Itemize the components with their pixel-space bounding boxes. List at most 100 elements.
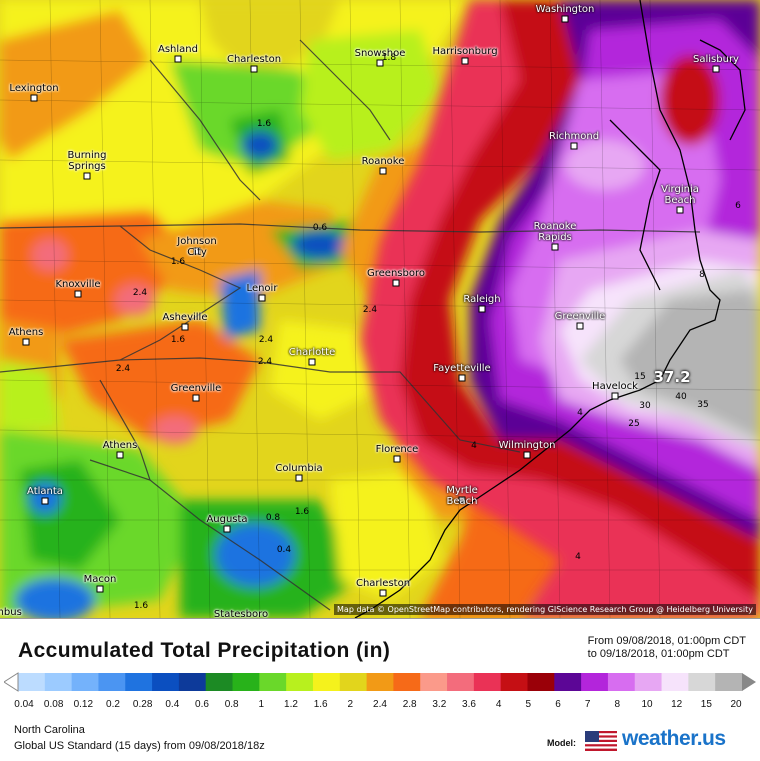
scale-swatch bbox=[473, 673, 502, 691]
city-label: Knoxville bbox=[55, 279, 101, 290]
city-marker bbox=[379, 589, 387, 597]
map-title: Accumulated Total Precipitation (in) bbox=[18, 639, 391, 662]
scale-swatch bbox=[366, 673, 394, 691]
city-label: Roanoke bbox=[361, 156, 405, 167]
scale-swatch bbox=[688, 673, 716, 691]
city-label: Lexington bbox=[9, 83, 59, 94]
scale-tick-label: 3.6 bbox=[462, 699, 476, 710]
city-label: Raleigh bbox=[463, 294, 501, 305]
city-label: Columbia bbox=[275, 463, 323, 474]
scale-tick-label: 15 bbox=[700, 699, 712, 710]
contour-value-label: 1.6 bbox=[170, 335, 186, 345]
city-marker bbox=[376, 59, 384, 67]
city-label: Charlotte bbox=[288, 347, 336, 358]
scale-swatch bbox=[71, 673, 99, 691]
period-to: to 09/18/2018, 01:00pm CDT bbox=[587, 648, 730, 660]
scale-tick-label: 1.2 bbox=[284, 699, 298, 710]
city-marker bbox=[308, 358, 316, 366]
city-marker bbox=[570, 142, 578, 150]
scale-swatch bbox=[447, 673, 475, 691]
contour-value-label: 2.4 bbox=[257, 357, 273, 367]
scale-tick-label: 0.08 bbox=[43, 699, 64, 710]
scale-swatch bbox=[125, 673, 153, 691]
scale-tick-label: 0.6 bbox=[195, 699, 209, 710]
contour-value-label: 2.4 bbox=[362, 305, 378, 315]
city-label: Burning Springs bbox=[67, 150, 107, 172]
precipitation-map[interactable]: Washington Ashland Charleston Snowshoe Harri… bbox=[0, 0, 760, 618]
city-marker bbox=[379, 167, 387, 175]
scale-swatch bbox=[581, 673, 609, 691]
city-marker bbox=[193, 247, 201, 255]
city-label: Charleston bbox=[226, 54, 282, 65]
city-label: Lenoir bbox=[246, 283, 278, 294]
city-label: Fayetteville bbox=[433, 363, 491, 374]
map-attribution: Map data © OpenStreetMap contributors, r… bbox=[334, 604, 756, 615]
scale-tick-label: 3.2 bbox=[432, 699, 447, 710]
period-from: From 09/08/2018, 01:00pm CDT bbox=[587, 635, 746, 647]
model-label: Model: bbox=[547, 738, 576, 748]
city-marker bbox=[174, 55, 182, 63]
contour-value-label: 37.2 bbox=[653, 368, 691, 386]
scale-swatch bbox=[661, 673, 689, 691]
scale-tick-label: 20 bbox=[730, 699, 742, 710]
city-marker bbox=[712, 65, 720, 73]
city-marker bbox=[295, 474, 303, 482]
contour-value-label: 1.6 bbox=[256, 119, 272, 129]
scale-tick-label: 2.4 bbox=[373, 699, 387, 710]
city-label: Greensboro bbox=[367, 268, 425, 279]
city-label: Harrisonburg bbox=[432, 46, 498, 57]
contour-value-label: 4 bbox=[575, 552, 581, 562]
city-marker bbox=[392, 279, 400, 287]
city-marker bbox=[576, 322, 584, 330]
scale-swatch bbox=[232, 673, 260, 691]
scale-swatch bbox=[527, 673, 555, 691]
model-run: Global US Standard (15 days) from 09/08/… bbox=[14, 740, 265, 752]
city-label: Greenville bbox=[170, 383, 222, 394]
us-flag-icon bbox=[585, 731, 617, 751]
contour-value-label: 2.4 bbox=[115, 364, 131, 374]
contour-value-label: 15 bbox=[634, 372, 646, 382]
scale-tick-label: 1.6 bbox=[313, 699, 328, 710]
city-marker bbox=[30, 94, 38, 102]
city-marker bbox=[393, 455, 401, 463]
legend-footer: Accumulated Total Precipitation (in) Fro… bbox=[0, 618, 760, 761]
contour-value-label: 40 bbox=[675, 392, 687, 402]
color-scale-bar bbox=[4, 672, 756, 692]
contour-value-label: 1.6 bbox=[170, 257, 186, 267]
city-label: Myrtle Beach bbox=[446, 485, 478, 507]
city-marker bbox=[561, 15, 569, 23]
city-label: Athens bbox=[8, 327, 44, 338]
city-marker bbox=[223, 525, 231, 533]
scale-max-arrow bbox=[742, 673, 756, 691]
scale-swatch bbox=[259, 673, 287, 691]
scale-tick-label: 0.28 bbox=[132, 699, 153, 710]
city-label: Roanoke Rapids bbox=[533, 221, 577, 243]
contour-value-label: 30 bbox=[639, 401, 651, 411]
contour-value-label: 4 bbox=[577, 408, 583, 418]
scale-swatch bbox=[634, 673, 663, 691]
city-marker bbox=[458, 496, 466, 504]
city-label: Havelock bbox=[592, 381, 638, 392]
city-label: Johnson City bbox=[177, 236, 217, 258]
city-marker bbox=[676, 206, 684, 214]
scale-swatch bbox=[44, 673, 73, 691]
scale-swatch bbox=[554, 673, 582, 691]
city-label: Florence bbox=[375, 444, 419, 455]
city-marker bbox=[611, 392, 619, 400]
scale-swatch bbox=[607, 673, 636, 691]
city-marker bbox=[116, 451, 124, 459]
scale-swatch bbox=[178, 673, 207, 691]
contour-value-label: 6 bbox=[735, 201, 741, 211]
scale-tick-label: 6 bbox=[555, 699, 561, 710]
city-marker bbox=[461, 57, 469, 65]
valid-period: From 09/08/2018, 01:00pm CDT to 09/18/20… bbox=[588, 635, 746, 661]
brand-logo[interactable]: weather.us bbox=[622, 727, 726, 750]
city-marker bbox=[458, 374, 466, 382]
scale-swatch bbox=[339, 673, 368, 691]
contour-value-label: 1.8 bbox=[381, 53, 397, 63]
city-label: mbus bbox=[0, 607, 22, 618]
scale-swatch bbox=[312, 673, 341, 691]
contour-value-label: 8 bbox=[699, 270, 705, 280]
scale-tick-label: 7 bbox=[584, 699, 591, 710]
scale-tick-label: 0.8 bbox=[224, 699, 239, 710]
